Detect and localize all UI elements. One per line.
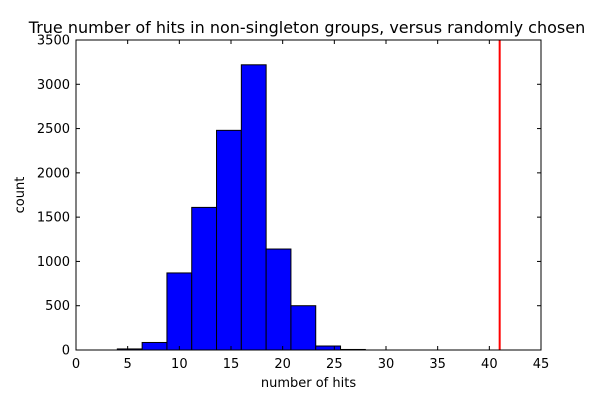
x-axis-ticks: 0 5 10 15 20 25 30 35 40 45: [72, 40, 549, 372]
histogram-bar: [216, 129, 242, 351]
x-tick-label: 10: [171, 357, 188, 372]
y-tick-label: 2500: [37, 122, 70, 137]
histogram-bar: [141, 341, 168, 351]
x-tick-label: 15: [223, 357, 240, 372]
y-tick-label: 3000: [37, 78, 70, 93]
y-tick-label: 2000: [37, 166, 70, 181]
plot-frame: [75, 39, 542, 351]
y-tick-label: 1000: [37, 255, 70, 270]
histogram-bar: [290, 305, 317, 351]
x-tick-label: 0: [72, 357, 80, 372]
y-tick-label: 500: [45, 299, 70, 314]
bars-layer: [116, 64, 366, 351]
histogram-bar: [191, 206, 218, 351]
y-tick-label: 0: [62, 344, 70, 359]
y-tick-label: 1500: [37, 211, 70, 226]
y-axis-label: count: [13, 177, 28, 214]
histogram-bar: [265, 248, 292, 351]
x-tick-label: 5: [124, 357, 132, 372]
x-tick-label: 40: [481, 357, 498, 372]
x-tick-label: 35: [429, 357, 446, 372]
x-axis-label: number of hits: [261, 376, 356, 391]
x-tick-label: 45: [533, 357, 550, 372]
chart-title: True number of hits in non-singleton gro…: [28, 18, 585, 37]
y-axis-ticks: 0 500 1000 1500 2000 2500 3000 3500: [37, 34, 541, 359]
histogram-bar: [315, 345, 342, 351]
y-tick-label: 3500: [37, 34, 70, 49]
x-tick-label: 25: [326, 357, 343, 372]
x-tick-label: 30: [378, 357, 395, 372]
x-tick-label: 20: [274, 357, 291, 372]
histogram-bar: [166, 272, 193, 351]
histogram-bar: [240, 64, 267, 351]
